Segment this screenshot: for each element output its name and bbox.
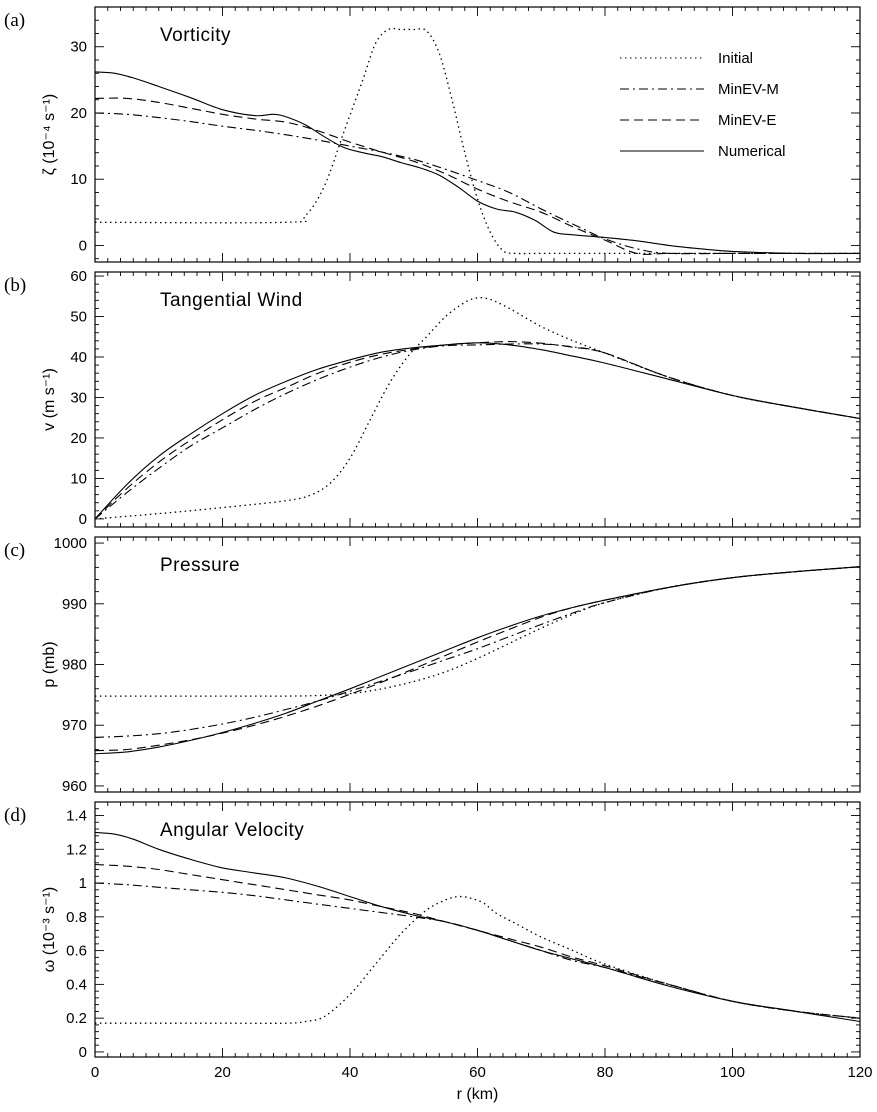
series-line-minev-e <box>95 566 860 752</box>
x-axis-label: r (km) <box>457 1086 499 1103</box>
y-tick-label: 30 <box>70 389 87 406</box>
series-line-minev-m <box>95 566 860 738</box>
y-tick-label: 0 <box>79 1044 87 1061</box>
panel-label: (d) <box>4 805 26 826</box>
x-tick-label: 60 <box>469 1064 486 1081</box>
panel-label: (c) <box>4 540 25 561</box>
y-tick-label: 1.4 <box>66 808 87 825</box>
panel-label: (a) <box>4 10 25 31</box>
panel-title: Tangential Wind <box>160 290 303 311</box>
y-tick-label: 1.2 <box>66 841 87 858</box>
y-axis-label: v (m s⁻¹) <box>41 368 58 431</box>
series-line-minev-e <box>95 341 860 520</box>
y-tick-label: 30 <box>70 39 87 56</box>
series-line-initial <box>95 566 860 697</box>
y-tick-label: 0.4 <box>66 976 87 993</box>
x-tick-label: 80 <box>597 1064 614 1081</box>
y-tick-label: 60 <box>70 268 87 285</box>
series-line-minev-m <box>95 343 860 520</box>
y-tick-label: 10 <box>70 171 87 188</box>
legend-label: Initial <box>718 50 753 67</box>
x-tick-label: 20 <box>214 1064 231 1081</box>
y-tick-label: 50 <box>70 309 87 326</box>
panel-label: (b) <box>4 275 26 296</box>
x-tick-label: 120 <box>847 1064 872 1081</box>
y-tick-label: 10 <box>70 470 87 487</box>
y-tick-label: 0.6 <box>66 943 87 960</box>
x-tick-label: 0 <box>91 1064 99 1081</box>
y-tick-label: 990 <box>62 596 87 613</box>
y-axis-label: ζ (10⁻⁴ s⁻¹) <box>41 94 58 176</box>
panel-title: Pressure <box>160 555 240 576</box>
series-line-minev-m <box>95 112 860 255</box>
y-tick-label: 20 <box>70 430 87 447</box>
y-tick-label: 980 <box>62 657 87 674</box>
y-axis-label: ω (10⁻³ s⁻¹) <box>41 887 58 972</box>
legend-label: MinEV-E <box>718 112 776 129</box>
y-tick-label: 0.2 <box>66 1010 87 1027</box>
y-tick-label: 1000 <box>54 535 87 552</box>
series-line-numerical <box>95 831 860 1023</box>
y-tick-label: 970 <box>62 717 87 734</box>
y-tick-label: 1 <box>79 875 87 892</box>
y-tick-label: 0 <box>79 237 87 254</box>
series-line-numerical <box>95 566 860 755</box>
series-line-minev-m <box>95 882 860 1019</box>
legend-label: Numerical <box>718 143 786 160</box>
series-line-numerical <box>95 342 860 520</box>
legend-label: MinEV-M <box>718 81 779 98</box>
panel-3: 0 0.2 0.4 0.6 0.8 1 1.2 1.4 0 20 40 60 80 100 120 r (km… <box>4 801 873 1103</box>
panel-2: 960 970 980 990 1000 p (mb) (c) Pressure <box>4 535 861 795</box>
y-axis-label: p (mb) <box>41 641 58 687</box>
y-tick-label: 40 <box>70 349 87 366</box>
series-line-minev-e <box>95 97 860 255</box>
panel-title: Vorticity <box>160 25 231 46</box>
y-tick-label: 0.8 <box>66 909 87 926</box>
panel-0: 0 10 20 30 ζ (10⁻⁴ s⁻¹) (a) Vorticity Initial Mi… <box>4 6 861 263</box>
panel-1: 0 10 20 30 40 50 60 v (m s⁻¹) (b) Tangential Wind <box>4 268 861 528</box>
series-line-initial <box>95 297 860 520</box>
series-line-minev-e <box>95 863 860 1019</box>
series-line-numerical <box>95 71 860 255</box>
panel-title: Angular Velocity <box>160 820 304 841</box>
y-tick-label: 960 <box>62 778 87 795</box>
x-tick-label: 40 <box>342 1064 359 1081</box>
series-line-initial <box>95 27 860 255</box>
x-tick-label: 100 <box>720 1064 745 1081</box>
y-tick-label: 0 <box>79 511 87 528</box>
y-tick-label: 20 <box>70 105 87 122</box>
